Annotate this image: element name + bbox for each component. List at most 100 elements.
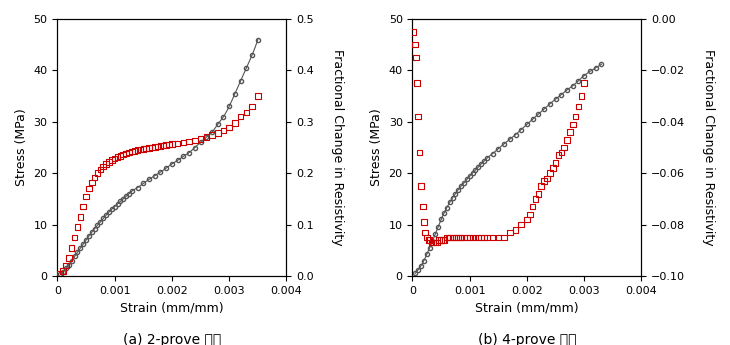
Point <box>129 148 141 154</box>
Point <box>201 135 212 140</box>
Point <box>164 142 175 147</box>
Point <box>431 240 443 245</box>
Point <box>556 150 567 155</box>
Point <box>411 80 423 86</box>
Point <box>103 159 115 165</box>
X-axis label: Strain (mm/mm): Strain (mm/mm) <box>475 301 579 314</box>
Point <box>570 114 582 119</box>
Point <box>530 196 542 202</box>
Point <box>89 175 101 180</box>
Point <box>458 235 470 240</box>
Point <box>112 154 123 159</box>
Point <box>134 147 146 152</box>
Point <box>417 204 429 209</box>
Point <box>109 156 120 161</box>
Point <box>553 152 564 158</box>
Point <box>544 170 556 176</box>
Point <box>450 235 462 240</box>
Point <box>409 42 420 48</box>
Point <box>252 93 264 99</box>
Point <box>120 151 132 156</box>
Point <box>235 114 247 119</box>
Point <box>408 29 420 34</box>
Point <box>441 235 453 240</box>
Text: (a) 2-prove 방법: (a) 2-prove 방법 <box>123 333 221 345</box>
Point <box>137 146 149 152</box>
Point <box>63 255 74 261</box>
Point <box>57 268 69 274</box>
Point <box>423 237 434 243</box>
Point <box>166 141 178 147</box>
Y-axis label: Stress (MPa): Stress (MPa) <box>15 109 28 186</box>
Point <box>218 128 229 133</box>
Point <box>437 237 449 243</box>
Point <box>419 229 431 235</box>
Point <box>118 152 129 157</box>
Point <box>472 235 484 240</box>
Y-axis label: Stress (MPa): Stress (MPa) <box>370 109 383 186</box>
Point <box>229 120 241 126</box>
Point <box>189 138 201 143</box>
Point <box>461 235 472 240</box>
Point <box>195 136 207 141</box>
Point <box>80 194 92 199</box>
Point <box>487 235 499 240</box>
Point <box>155 143 166 149</box>
Y-axis label: Fractional Change in Resistivity: Fractional Change in Resistivity <box>702 49 715 246</box>
Point <box>478 235 490 240</box>
Text: (b) 4-prove 방법: (b) 4-prove 방법 <box>477 333 576 345</box>
Point <box>433 237 445 243</box>
Point <box>527 204 539 209</box>
Point <box>140 146 152 151</box>
Point <box>172 141 183 146</box>
Point <box>427 240 439 245</box>
Point <box>547 165 558 171</box>
Point <box>493 235 504 240</box>
Point <box>454 235 466 240</box>
Point <box>575 93 587 99</box>
Point <box>558 145 570 150</box>
Point <box>161 142 172 148</box>
Point <box>86 180 98 185</box>
Point <box>149 144 161 150</box>
Point <box>92 170 104 176</box>
Point <box>510 227 521 233</box>
Point <box>498 235 510 240</box>
Point <box>445 235 456 240</box>
Point <box>94 167 106 172</box>
Point <box>152 144 164 149</box>
Point <box>106 157 118 162</box>
Point <box>504 229 515 235</box>
Point <box>183 139 195 144</box>
Point <box>538 178 550 184</box>
Point <box>561 137 573 142</box>
Y-axis label: Fractional Change in Resistivity: Fractional Change in Resistivity <box>331 49 344 246</box>
Point <box>246 104 258 109</box>
Point <box>77 204 89 209</box>
Point <box>146 145 158 150</box>
Point <box>464 235 475 240</box>
Point <box>578 80 590 86</box>
Point <box>453 235 464 240</box>
Point <box>447 235 458 240</box>
Point <box>410 55 422 60</box>
Point <box>533 191 545 197</box>
Point <box>541 176 553 181</box>
Point <box>515 222 527 227</box>
Point <box>415 183 427 189</box>
Point <box>126 149 138 154</box>
Point <box>413 150 425 155</box>
X-axis label: Strain (mm/mm): Strain (mm/mm) <box>120 301 223 314</box>
Point <box>69 235 80 240</box>
Point <box>100 161 112 167</box>
Point <box>66 245 77 250</box>
Point <box>131 147 143 153</box>
Point <box>475 235 487 240</box>
Point <box>426 240 437 245</box>
Point <box>212 130 223 136</box>
Point <box>206 132 218 138</box>
Point <box>456 235 467 240</box>
Point <box>439 237 450 243</box>
Point <box>223 125 235 130</box>
Point <box>442 235 454 240</box>
